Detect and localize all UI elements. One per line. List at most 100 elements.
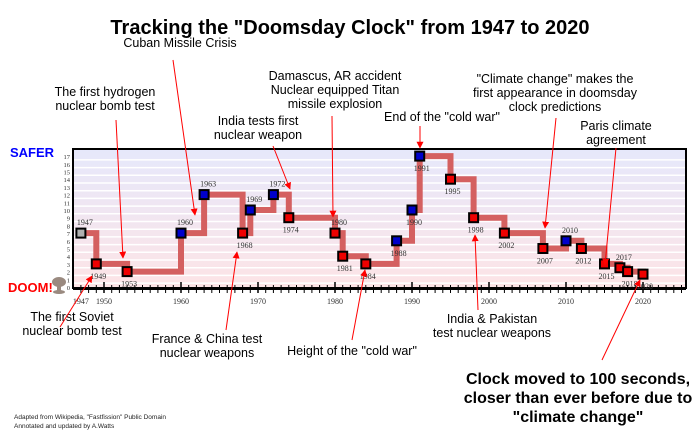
annotation-line: Height of the "cold war" (287, 344, 417, 358)
mushroom-cloud-icon (52, 277, 66, 294)
annotation-line: End of the "cold war" (384, 110, 500, 124)
data-label-1968: 1968 (237, 241, 253, 250)
x-tick-label: 2010 (558, 297, 574, 306)
data-point-2020 (637, 268, 649, 280)
y-tick-label: 8 (67, 223, 70, 230)
data-label-1963: 1963 (200, 180, 216, 189)
data-point-1972 (267, 189, 279, 201)
annotation-text: India & Pakistan test nuclear weapons (433, 312, 551, 340)
y-tick-label: 4 (67, 254, 71, 261)
annotation-line: "climate change" (513, 409, 644, 426)
data-label-1972: 1972 (269, 180, 285, 189)
annotation-line: France & China test (152, 332, 263, 346)
y-tick-label: 17 (64, 154, 71, 161)
y-tick-label: 14 (64, 177, 71, 184)
x-tick-label: 1960 (173, 297, 189, 306)
annotation-hundred_seconds: Clock moved to 100 seconds, closer than e… (464, 279, 693, 426)
axes: 1947 1950 1960 1970 1980 1990 2000 2010 20200123… (64, 154, 686, 306)
data-point-2002 (498, 227, 510, 239)
data-label-2010: 2010 (562, 226, 578, 235)
annotation-line: missile explosion (288, 97, 383, 111)
annotation-text: The first hydrogen nuclear bomb test (55, 85, 156, 113)
annotation-text: Clock moved to 100 seconds, closer than e… (464, 371, 693, 426)
annotation-arrow (329, 115, 337, 218)
data-point-1995 (445, 173, 456, 185)
annotation-india_pakistan: India & Pakistan test nuclear weapons (433, 234, 551, 340)
x-tick-label: 1970 (250, 297, 266, 306)
annotation-cold_war_end: End of the "cold war" (384, 110, 500, 149)
annotation-line: clock predictions (509, 100, 601, 114)
y-tick-label: 6 (67, 239, 71, 246)
annotation-line: The first hydrogen (55, 85, 156, 99)
annotation-text: Paris climate agreement (580, 119, 652, 147)
annotation-line: India & Pakistan (447, 312, 537, 326)
annotation-line: The first Soviet (30, 310, 114, 324)
data-label-2018: 2018 (622, 280, 638, 289)
x-tick-label: 1980 (327, 297, 343, 306)
y-tick-label: 2 (67, 270, 70, 277)
annotation-line: Clock moved to 100 seconds, (466, 371, 690, 388)
data-point-1963 (198, 189, 210, 201)
annotation-text: "Climate change" makes the first appearan… (473, 72, 638, 114)
data-label-2007: 2007 (537, 257, 553, 266)
annotation-arrow (602, 147, 617, 266)
annotation-line: "Climate change" makes the (477, 72, 634, 86)
data-label-1988: 1988 (391, 249, 407, 258)
annotations: The first hydrogen nuclear bomb testCuban… (22, 36, 692, 426)
data-label-2015: 2015 (599, 272, 615, 281)
annotation-cold_war_height: Height of the "cold war" (287, 269, 417, 358)
data-label-1969: 1969 (246, 195, 262, 204)
annotation-arrow (115, 119, 127, 259)
data-point-1968 (237, 227, 249, 239)
x-tick-label: 1950 (96, 297, 112, 306)
annotation-line: Nuclear equipped Titan (271, 83, 400, 97)
data-point-1949 (90, 258, 102, 270)
data-label-1981: 1981 (337, 264, 353, 273)
data-point-1953 (121, 266, 133, 278)
annotation-text: Height of the "cold war" (287, 344, 417, 358)
y-tick-label: 16 (64, 162, 71, 169)
y-tick-label: 15 (64, 170, 71, 177)
data-point-1988 (391, 235, 403, 247)
annotation-line: closer than ever before due to (464, 390, 693, 407)
annotation-line: nuclear weapons (160, 346, 255, 360)
annotation-soviet: The first Soviet nuclear bomb test (22, 275, 122, 338)
data-label-1990: 1990 (406, 218, 422, 227)
annotation-line: Damascus, AR accident (269, 69, 402, 83)
x-tick-label: 1990 (404, 297, 420, 306)
data-point-1991 (414, 150, 426, 162)
data-point-2015 (599, 258, 610, 270)
annotation-arrow (59, 275, 93, 328)
annotation-paris: Paris climate agreement (580, 119, 652, 266)
y-tick-label: 5 (67, 247, 70, 254)
annotation-line: first appearance in doomsday (473, 86, 638, 100)
annotation-india_first: India tests first nuclear weapon (214, 114, 302, 190)
y-tick-label: 9 (67, 216, 70, 223)
doom-label: DOOM! (8, 280, 53, 295)
data-point-1960 (175, 227, 187, 239)
annotation-line: India tests first (218, 114, 299, 128)
y-tick-label: 0 (67, 285, 70, 292)
annotation-line: nuclear weapon (214, 128, 302, 142)
y-tick-label: 11 (64, 200, 70, 207)
annotation-arrow (601, 279, 641, 361)
data-point-1998 (468, 212, 480, 224)
credit-line-1: Adapted from Wikipedia, "Fastfission" Pu… (14, 414, 166, 421)
chart-title: Tracking the "Doomsday Clock" from 1947 … (110, 17, 589, 39)
data-point-2007 (537, 243, 549, 254)
annotation-arrow (471, 234, 479, 311)
data-label-1998: 1998 (468, 226, 484, 235)
annotation-line: nuclear bomb test (22, 324, 122, 338)
annotation-line: Cuban Missile Crisis (123, 36, 236, 50)
annotation-text: Damascus, AR accident Nuclear equipped Ti… (269, 69, 402, 111)
y-tick-label: 1 (67, 277, 70, 284)
annotation-text: The first Soviet nuclear bomb test (22, 310, 122, 338)
data-point-1981 (337, 250, 349, 262)
data-point-1980 (329, 227, 341, 239)
annotation-hydrogen: The first hydrogen nuclear bomb test (55, 85, 156, 259)
y-tick-label: 7 (67, 231, 71, 238)
x-tick-label: 2000 (481, 297, 497, 306)
y-tick-label: 3 (67, 262, 70, 269)
y-tick-label: 13 (64, 185, 71, 192)
data-label-1953: 1953 (121, 280, 137, 289)
